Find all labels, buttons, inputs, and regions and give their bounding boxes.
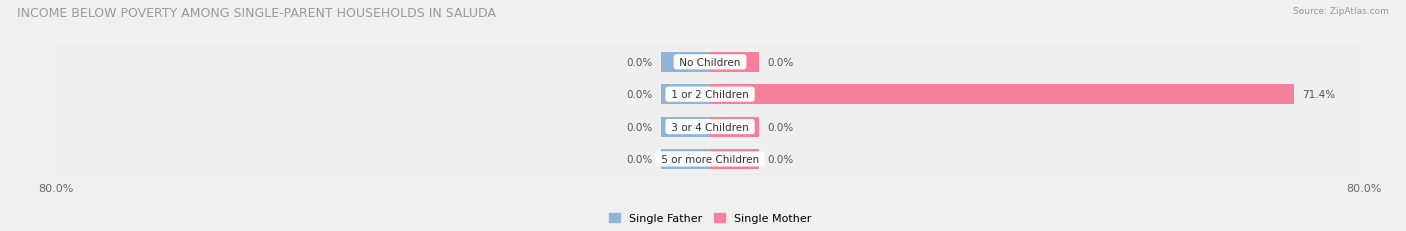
Bar — [710, 52, 759, 73]
Text: 0.0%: 0.0% — [627, 90, 652, 100]
Text: 0.0%: 0.0% — [768, 122, 793, 132]
Text: 71.4%: 71.4% — [1302, 90, 1334, 100]
Text: 0.0%: 0.0% — [627, 58, 652, 67]
Bar — [661, 52, 710, 73]
Text: Source: ZipAtlas.com: Source: ZipAtlas.com — [1294, 7, 1389, 16]
Bar — [710, 85, 1294, 105]
Bar — [56, 142, 1364, 176]
Text: 3 or 4 Children: 3 or 4 Children — [668, 122, 752, 132]
Bar — [56, 110, 1364, 144]
Text: INCOME BELOW POVERTY AMONG SINGLE-PARENT HOUSEHOLDS IN SALUDA: INCOME BELOW POVERTY AMONG SINGLE-PARENT… — [17, 7, 496, 20]
Text: 0.0%: 0.0% — [768, 154, 793, 164]
Bar — [56, 46, 1364, 79]
Bar — [661, 117, 710, 137]
Text: 5 or more Children: 5 or more Children — [658, 154, 762, 164]
Legend: Single Father, Single Mother: Single Father, Single Mother — [609, 213, 811, 223]
Bar — [661, 149, 710, 169]
Text: 0.0%: 0.0% — [627, 122, 652, 132]
Text: 0.0%: 0.0% — [627, 154, 652, 164]
Bar — [661, 85, 710, 105]
Text: 1 or 2 Children: 1 or 2 Children — [668, 90, 752, 100]
Text: 0.0%: 0.0% — [768, 58, 793, 67]
Bar — [710, 117, 759, 137]
Bar — [56, 78, 1364, 112]
Text: No Children: No Children — [676, 58, 744, 67]
Bar — [710, 149, 759, 169]
